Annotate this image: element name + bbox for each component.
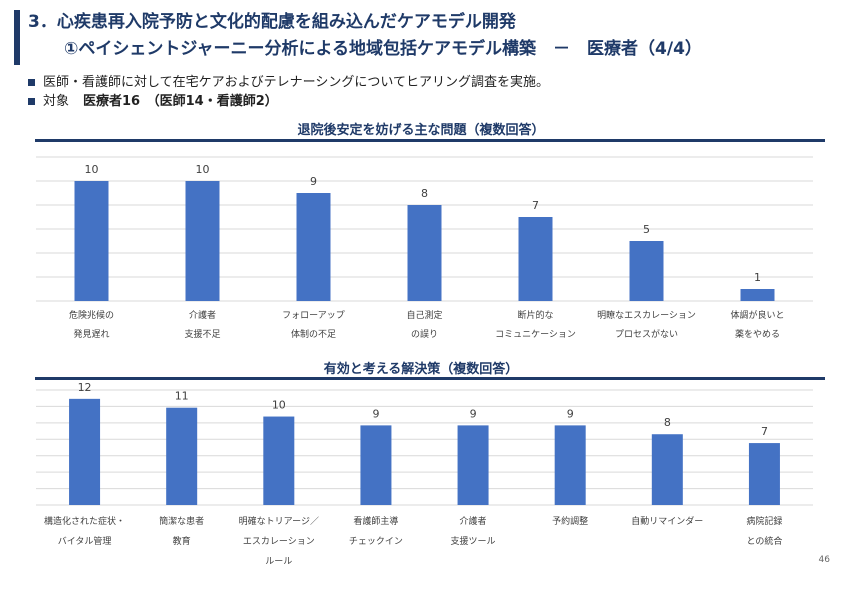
chart-1-title: 退院後安定を妨げる主な問題（複数回答） (297, 123, 545, 138)
chart-2-data-label: 12 (78, 381, 92, 394)
chart-2-data-label: 11 (175, 390, 189, 403)
chart-1-category-label: の誤り (411, 328, 438, 340)
chart-2-category-label: 病院記録 (746, 515, 782, 527)
chart-1-bar (629, 241, 664, 301)
chart-2-category-label: 明確なトリアージ／ (239, 515, 319, 527)
chart-2-bar (457, 425, 489, 505)
chart-2-data-label: 8 (664, 416, 671, 429)
bullet-text-1: 医師・看護師に対して在宅ケアおよびテレナーシングについてヒアリング調査を実施。 (43, 75, 549, 90)
chart-2-category-label: との統合 (746, 535, 782, 547)
chart-1-data-label: 7 (532, 199, 539, 212)
title-accent-bar (14, 10, 20, 65)
chart-1-data-label: 10 (85, 163, 99, 176)
chart-2-category-label: 予約調整 (552, 515, 588, 527)
chart-2-category-label: ルール (265, 557, 292, 567)
chart-2-rule (35, 377, 825, 380)
page-title: 3．心疾患再入院予防と文化的配慮を組み込んだケアモデル開発 ①ペイシェントジャー… (28, 9, 702, 63)
chart-1-data-label: 8 (421, 187, 428, 200)
chart-1-bar (74, 181, 109, 301)
chart-1-bar (407, 205, 442, 301)
chart-2-data-label: 7 (761, 425, 768, 438)
chart-2-bar (651, 434, 683, 505)
chart-1-bar (296, 193, 331, 301)
chart-1-category-label: 発見遅れ (73, 328, 109, 340)
bullet-list: 医師・看護師に対して在宅ケアおよびテレナーシングについてヒアリング調査を実施。 … (28, 73, 549, 111)
chart-1-data-label: 9 (310, 175, 317, 188)
chart-1-category-label: 自己測定 (406, 309, 442, 321)
chart-1-data-label: 5 (643, 223, 650, 236)
square-bullet-icon (28, 98, 35, 105)
chart-1-category-label: 薬をやめる (735, 328, 780, 340)
chart-2-category-label: 構造化された症状・ (44, 515, 125, 527)
chart-2-category-label: 教育 (173, 535, 191, 547)
chart-1-rule (35, 139, 825, 142)
chart-2-data-label: 10 (272, 399, 286, 412)
chart-1-category-label: 体制の不足 (291, 328, 336, 340)
chart-1-category-label: コミュニケーション (495, 329, 576, 340)
chart-1-category-label: プロセスがない (615, 328, 678, 340)
chart-2-title: 有効と考える解決策（複数回答） (323, 362, 519, 377)
chart-2-bar (360, 425, 392, 505)
chart-2-data-label: 9 (372, 407, 379, 420)
title-line-1: 3．心疾患再入院予防と文化的配慮を組み込んだケアモデル開発 (28, 12, 516, 32)
chart-1-data-label: 1 (754, 271, 761, 284)
chart-2-category-label: 支援ツール (451, 535, 496, 547)
chart-2-category-label: バイタル管理 (58, 535, 112, 547)
title-line-2: ①ペイシェントジャーニー分析による地域包括ケアモデル構築 － 医療者（4/4） (64, 39, 702, 59)
chart-2-category-label: 簡潔な患者 (159, 515, 204, 527)
bullet-item-2: 対象 医療者16 （医師14・看護師2） (28, 92, 549, 111)
chart-1-data-label: 10 (196, 163, 210, 176)
chart-2-category-label: 看護師主導 (353, 515, 398, 527)
chart-2-category-label: 自動リマインダー (631, 515, 703, 527)
chart-2-category-label: チェックイン (349, 536, 403, 547)
chart-1-category-label: 介護者 (189, 309, 216, 321)
chart-2-bar (166, 407, 198, 505)
chart-2-bar (263, 416, 295, 505)
bullet-value-2: 医療者16 （医師14・看護師2） (83, 94, 278, 109)
chart-2-data-label: 9 (567, 407, 574, 420)
chart-1-bar (185, 181, 220, 301)
chart-2-bar (69, 398, 101, 505)
chart-1-category-label: 明瞭なエスカレーション (597, 309, 696, 321)
bullet-item-1: 医師・看護師に対して在宅ケアおよびテレナーシングについてヒアリング調査を実施。 (28, 73, 549, 92)
page-number: 46 (818, 555, 830, 565)
bullet-label-2: 対象 (43, 94, 70, 109)
square-bullet-icon (28, 79, 35, 86)
chart-1-bar (740, 289, 775, 301)
chart-2-bar (554, 425, 586, 505)
chart-1-category-label: 危険兆候の (69, 309, 114, 321)
chart-2-bar (748, 443, 780, 505)
chart-1-category-label: 支援不足 (184, 328, 220, 340)
chart-2-category-label: エスカレーション (243, 536, 315, 547)
chart-2-category-label: 介護者 (460, 515, 487, 527)
chart-2-data-label: 9 (470, 407, 477, 420)
chart-1-category-label: フォローアップ (282, 310, 345, 321)
chart-1-category-label: 断片的な (517, 309, 553, 321)
chart-1-bar (518, 217, 553, 301)
chart-1-category-label: 体調が良いと (730, 309, 784, 321)
